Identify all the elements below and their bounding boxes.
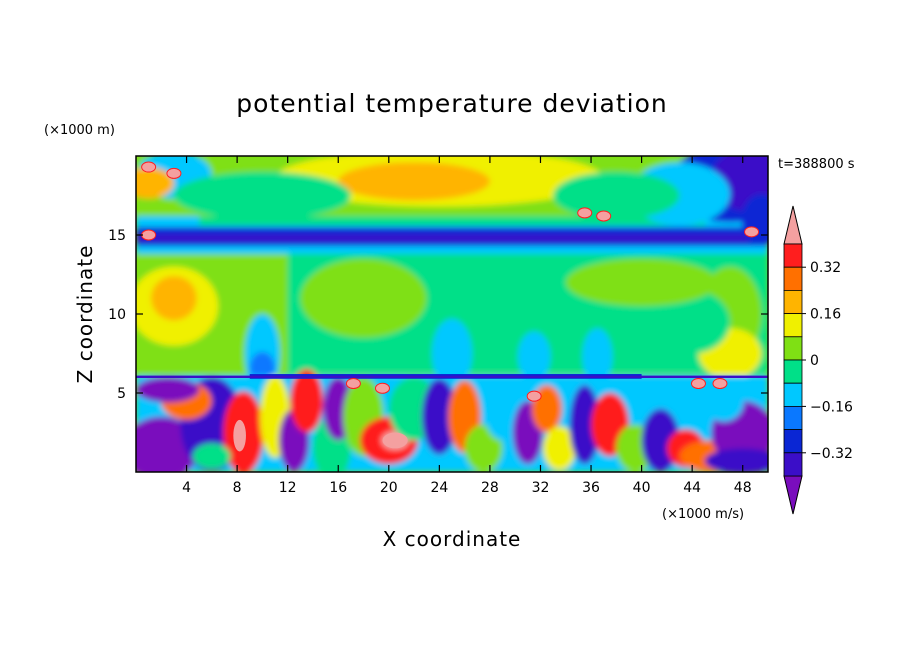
colorbar-segment [783,243,803,268]
colorbar-segment [783,289,803,314]
field-region [338,162,490,201]
colorbar-min-arrow [783,475,803,515]
field-region [543,426,576,471]
field-region [464,424,503,472]
field-region [565,258,718,307]
field-region [199,214,705,226]
colorbar-tick-label: 0.16 [810,307,841,323]
y-tick-label: 15 [108,228,126,244]
x-tick-label: 32 [532,480,550,496]
field-region [703,380,744,422]
x-unit-label: (×1000 m/s) [662,507,744,522]
field-region [151,276,197,321]
field-max-patch [141,229,157,241]
field-region [192,443,231,469]
y-tick-label: 10 [108,307,126,323]
colorbar-tick-label: −0.32 [810,446,853,462]
field-max-patch [166,167,182,179]
field-max-patch [596,210,612,222]
field-region [431,318,473,389]
field-region [553,171,680,220]
x-tick-label: 20 [380,480,398,496]
field-region [136,167,174,199]
field-region [741,193,768,245]
field-region [173,171,351,220]
colorbar-segment [783,452,803,477]
heatmap-field [136,156,768,472]
field-max-patch [141,161,157,173]
field-region [382,432,408,449]
field-max-patch [744,226,760,238]
field-region [421,378,458,455]
field-region [483,377,522,441]
x-tick-label: 28 [481,480,499,496]
y-unit-label: (×1000 m) [44,123,115,138]
field-region [517,331,551,382]
field-region [654,290,731,354]
colorbar-max-arrow [783,205,803,245]
x-tick-label: 12 [279,480,297,496]
colorbar-segment [783,382,803,407]
x-tick-label: 8 [233,480,242,496]
x-tick-label: 48 [734,480,752,496]
colorbar-segment [783,266,803,291]
time-label: t=388800 s [778,157,855,172]
field-region [569,385,600,465]
colorbar-segment [783,405,803,430]
field-region [136,235,768,242]
colorbar-segment [783,313,803,338]
chart-title: potential temperature deviation [236,89,667,118]
y-axis-title: Z coordinate [73,245,97,384]
field-region [582,328,613,386]
x-tick-label: 16 [329,480,347,496]
field-max-patch [345,378,361,390]
colorbar-segment [783,429,803,454]
field-max-patch [374,382,390,394]
colorbar: 0.32 0.16 0 −0.16 −0.32 [783,205,853,515]
field-max-patch [690,378,706,390]
x-tick-label: 36 [582,480,600,496]
x-tick-label: 24 [430,480,448,496]
field-region [290,369,324,433]
colorbar-tick-label: 0.32 [810,260,841,276]
x-axis-title: X coordinate [383,527,522,551]
colorbar-segment [783,336,803,361]
field-region [136,377,200,403]
colorbar-segment [783,359,803,384]
colorbar-tick-label: −0.16 [810,399,853,415]
field-region [136,375,768,378]
field-max-patch [526,390,542,402]
field-region [704,448,768,472]
field-region [300,258,427,338]
y-tick-label: 5 [117,386,126,402]
x-tick-label: 44 [683,480,701,496]
field-max-patch [712,378,728,390]
x-tick-label: 40 [633,480,651,496]
field-max-patch [577,207,593,219]
colorbar-tick-label: 0 [810,353,819,369]
x-tick-label: 4 [182,480,191,496]
field-region [233,419,246,452]
